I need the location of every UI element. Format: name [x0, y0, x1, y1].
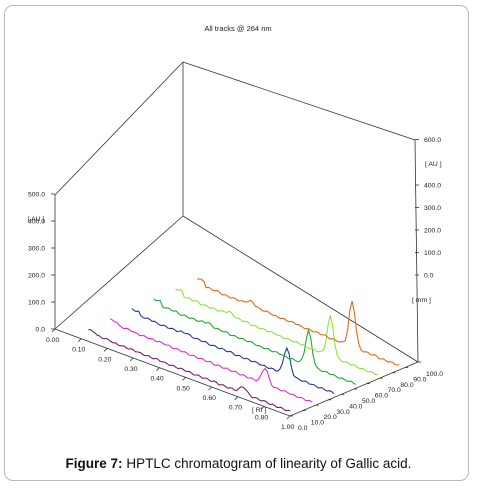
mm-tick-label: 20.0 [324, 414, 337, 421]
edge-top-back [182, 61, 416, 141]
caption-text: HPTLC chromatogram of linearity of Galli… [126, 456, 412, 471]
labels-layer: 0.0 100.0 200.0 300.0 400.0 500.0 [ AU ] 0.0 100… [28, 137, 444, 432]
axis-rf-front [54, 328, 291, 417]
rf-tick-mark [234, 396, 239, 400]
mm-tick-label: 70.0 [388, 387, 401, 394]
left-y-tick-label: 400.0 [28, 219, 45, 226]
right-y-tick-label: 0.0 [424, 273, 434, 280]
right-y-axis-label: [ AU ] [425, 161, 442, 168]
rf-tick-mark [156, 367, 160, 371]
series-trace [109, 318, 313, 403]
series-trace [175, 288, 378, 376]
mm-tick-label: 0.0 [298, 425, 308, 432]
mm-tick-label: 80.0 [400, 382, 413, 389]
chart-title: All tracks @ 264 nm [204, 24, 271, 33]
rf-tick-label: 0.20 [98, 356, 111, 363]
rf-tick-label: 1.00 [281, 424, 294, 431]
rf-tick-label: 0.70 [229, 405, 242, 412]
figure-frame [4, 5, 469, 481]
left-y-tick-label: 100.0 [28, 300, 45, 307]
series-layer [88, 278, 400, 412]
series-trace [153, 298, 356, 385]
mm-tick-label: 30.0 [336, 409, 349, 416]
right-y-tick-label: 100.0 [424, 250, 441, 257]
caption-label: Figure 7: [65, 456, 123, 471]
rf-tick-label: 0.00 [46, 337, 59, 344]
rf-tick-mark [103, 348, 108, 352]
right-y-tick-label: 200.0 [424, 228, 441, 235]
left-y-tick-label: 200.0 [28, 273, 45, 280]
right-y-tick-label: 300.0 [424, 205, 441, 212]
left-y-tick-label: 0.0 [36, 327, 46, 334]
mm-tick-label: 50.0 [362, 398, 375, 405]
rf-tick-label: 0.60 [203, 395, 216, 402]
series-trace [88, 329, 291, 412]
rf-axis-label: [ Rf ] [252, 407, 266, 414]
axes-layer [51, 61, 421, 420]
rf-tick-mark [260, 406, 265, 410]
rf-tick-mark [182, 377, 186, 381]
rf-tick-label: 0.40 [150, 376, 163, 383]
mm-tick-label: 90.0 [413, 376, 426, 383]
rf-tick-mark [77, 338, 82, 342]
axis-au-right [414, 139, 419, 363]
mm-tick-label: 100.0 [426, 371, 443, 378]
left-y-axis-label: [ AU ] [28, 216, 45, 223]
rf-tick-label: 0.80 [255, 414, 268, 421]
edge-left-bottom [54, 215, 184, 330]
rf-tick-label: 0.50 [177, 385, 190, 392]
figure-caption: Figure 7: HPTLC chromatogram of linearit… [0, 456, 477, 471]
mm-tick-label: 60.0 [375, 393, 388, 400]
rf-tick-mark [51, 328, 56, 333]
left-y-tick-label: 300.0 [28, 246, 45, 253]
mm-axis-label: [ mm ] [412, 297, 431, 304]
rf-tick-mark [130, 357, 134, 362]
rf-tick-mark [286, 415, 291, 420]
right-y-tick-label: 600.0 [424, 137, 441, 144]
edge-back-bottom [182, 215, 419, 363]
mm-tick-label: 10.0 [311, 420, 324, 427]
series-trace [197, 278, 400, 366]
mm-tick-label: 40.0 [349, 403, 362, 410]
edge-top-left [54, 61, 184, 196]
rf-tick-mark [208, 386, 212, 391]
rf-tick-label: 0.10 [72, 347, 85, 354]
series-trace [131, 308, 335, 395]
rf-tick-label: 0.30 [124, 366, 137, 373]
left-y-tick-label: 500.0 [28, 192, 45, 199]
right-y-tick-label: 400.0 [424, 183, 441, 190]
